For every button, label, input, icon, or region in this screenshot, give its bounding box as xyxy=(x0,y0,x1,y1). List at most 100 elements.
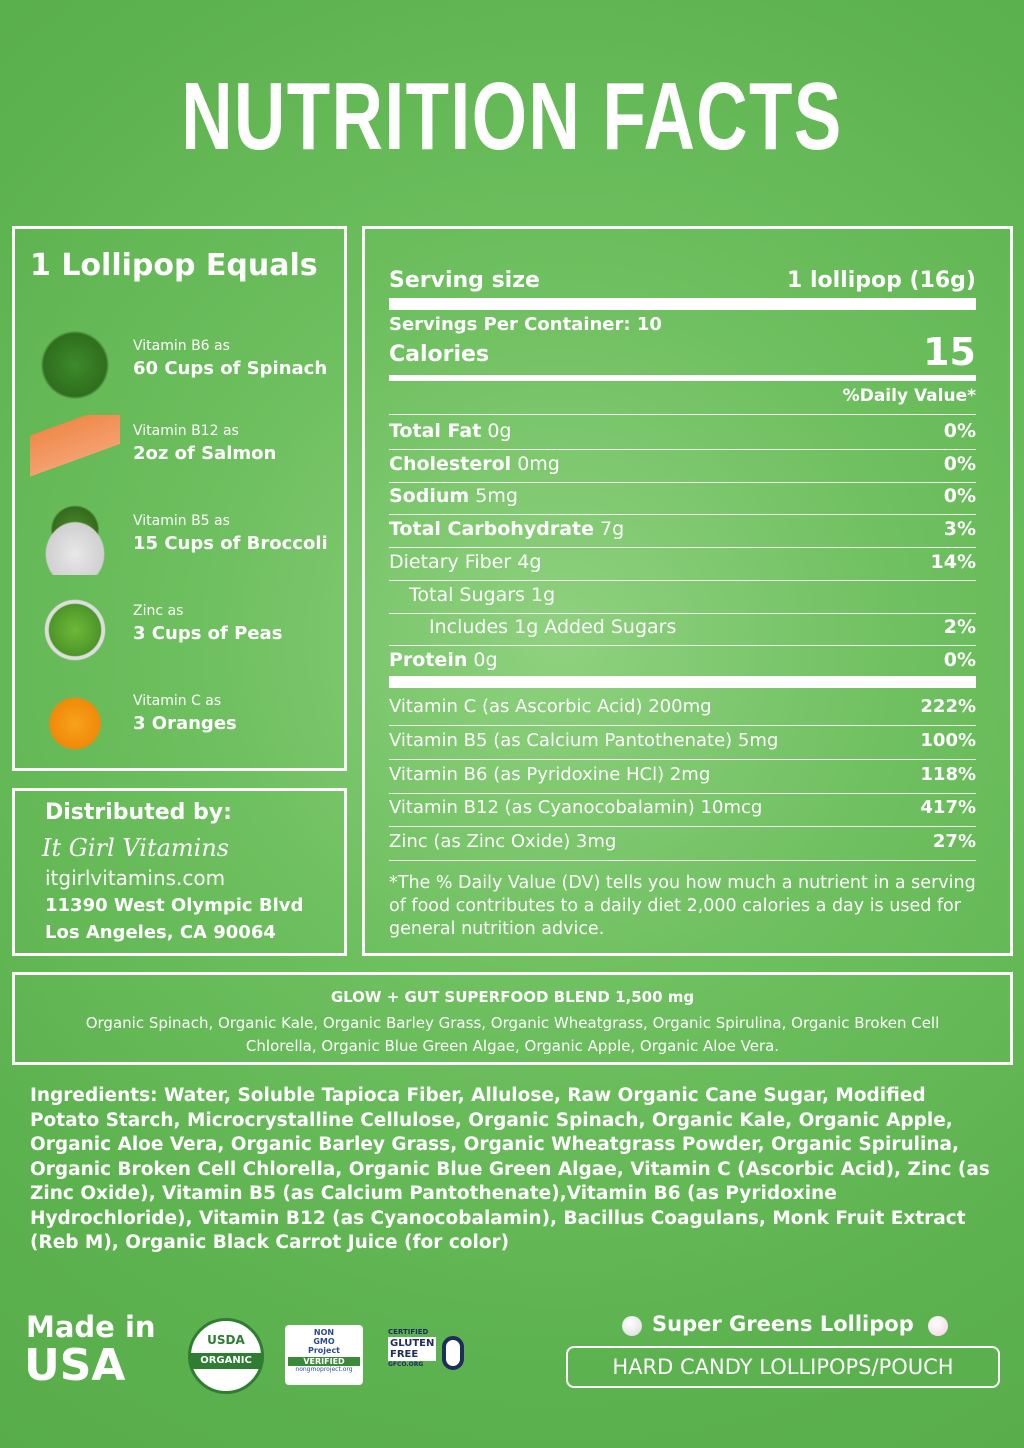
distributor-address: Los Angeles, CA 90064 xyxy=(45,922,276,943)
usda-top: USDA xyxy=(207,1333,245,1347)
rule xyxy=(389,514,976,516)
facts-row: Total Fat 0g 0% xyxy=(389,420,976,442)
rule xyxy=(389,481,976,483)
blend-title: GLOW + GUT SUPERFOOD BLEND 1,500 mg xyxy=(330,988,695,1006)
daily-value: 3% xyxy=(943,518,976,541)
vitamin-name: Vitamin B6 (as Pyridoxine HCl) 2mg xyxy=(389,763,711,785)
serving-size: 1 lollipop (16g) xyxy=(787,268,976,293)
product-name: Super Greens Lollipop xyxy=(652,1312,914,1336)
daily-value: 0% xyxy=(943,452,976,475)
gf-text: GLUTEN xyxy=(390,1338,435,1349)
equals-nutrient: Vitamin C as xyxy=(133,693,222,709)
nutrient-amount: 0g xyxy=(487,420,512,442)
non-gmo-text: Project xyxy=(307,1346,341,1355)
blend-text: Organic Spinach, Organic Kale, Organic B… xyxy=(85,1014,940,1055)
vitamin-name: Vitamin B12 (as Cyanocobalamin) 10mcg xyxy=(389,797,763,819)
rule xyxy=(389,414,976,415)
nutrient-name: Total Sugars xyxy=(409,583,525,606)
nutrient-amount: 7g xyxy=(600,518,625,541)
equals-item: Vitamin B6 as 60 Cups of Spinach xyxy=(30,330,340,400)
product-type: HARD CANDY LOLLIPOPS/POUCH xyxy=(566,1346,1000,1388)
daily-value: 118% xyxy=(920,763,976,785)
calories-row: Calories 15 xyxy=(389,330,976,374)
distributor-label: Distributed by: xyxy=(45,800,232,825)
daily-value: 417% xyxy=(920,797,976,819)
vitamin-name: Vitamin C (as Ascorbic Acid) 200mg xyxy=(389,696,712,717)
made-in: Made in xyxy=(26,1310,156,1344)
usda-bottom: ORGANIC xyxy=(191,1353,261,1369)
lollipop-dot xyxy=(622,1316,642,1336)
daily-value: 27% xyxy=(932,831,976,853)
facts-row: Cholesterol 0mg 0% xyxy=(389,453,976,475)
lollipop-dot xyxy=(928,1316,948,1336)
equals-amount: 60 Cups of Spinach xyxy=(133,358,328,379)
vitamin-name: Vitamin B5 (as Calcium Pantothenate) 5mg xyxy=(389,729,779,751)
distributor-panel xyxy=(12,788,347,956)
nutrient-name: Dietary Fiber xyxy=(389,550,512,573)
facts-row: Protein 0g 0% xyxy=(389,649,976,671)
daily-value: 100% xyxy=(920,729,976,751)
equals-nutrient: Vitamin B5 as xyxy=(133,513,230,529)
equals-nutrient: Vitamin B6 as xyxy=(133,338,230,354)
non-gmo-text: GMO xyxy=(313,1337,335,1346)
nutrient-amount: 0mg xyxy=(517,452,560,475)
rule xyxy=(389,547,976,549)
rule xyxy=(389,758,976,760)
food-icon xyxy=(30,685,120,755)
dv-header: %Daily Value* xyxy=(842,386,976,406)
nutrient-name: Sodium xyxy=(389,485,470,508)
nutrient-amount: 4g xyxy=(517,550,542,573)
facts-panel xyxy=(362,226,1013,956)
rule xyxy=(389,860,976,862)
rule xyxy=(389,826,976,828)
calories-label: Calories xyxy=(389,342,490,367)
vitamin-row: Zinc (as Zinc Oxide) 3mg 27% xyxy=(389,831,976,852)
page-title: NUTRITION FACTS xyxy=(181,63,843,170)
vitamin-row: Vitamin B6 (as Pyridoxine HCl) 2mg 118% xyxy=(389,764,976,785)
nutrient-name: Total Carbohydrate xyxy=(389,518,594,541)
rule xyxy=(389,725,976,726)
footnote: *The % Daily Value (DV) tells you how mu… xyxy=(389,873,976,939)
facts-row: Dietary Fiber 4g 14% xyxy=(389,551,976,573)
nutrient-amount: 5mg xyxy=(475,485,518,508)
equals-item: Vitamin C as 3 Oranges xyxy=(30,685,340,755)
facts-row: Sodium 5mg 0% xyxy=(389,485,976,507)
serving-size-row: Serving size 1 lollipop (16g) xyxy=(389,268,976,293)
daily-value: 222% xyxy=(920,696,976,717)
non-gmo-text: NON xyxy=(313,1328,335,1337)
equals-amount: 2oz of Salmon xyxy=(133,443,277,464)
daily-value: 0% xyxy=(943,485,976,508)
equals-nutrient: Zinc as xyxy=(133,603,184,619)
non-gmo-url: nongmoproject.org xyxy=(295,1366,353,1373)
serving-size-label: Serving size xyxy=(389,268,540,293)
vitamin-row: Vitamin B12 (as Cyanocobalamin) 10mcg 417… xyxy=(389,797,976,818)
servings-per-container: Servings Per Container: 10 xyxy=(389,314,662,335)
daily-value: 0% xyxy=(943,420,976,442)
facts-row: Includes 1g Added Sugars 2% xyxy=(389,616,976,638)
nutrient-name: Protein xyxy=(389,648,468,671)
nutrient-name: Cholesterol xyxy=(389,452,512,475)
nutrient-amount: 1g xyxy=(530,583,556,606)
equals-item: Zinc as 3 Cups of Peas xyxy=(30,595,340,665)
gf-logo xyxy=(442,1336,464,1370)
rule xyxy=(389,449,976,450)
usda-badge: USDA ORGANIC xyxy=(188,1318,264,1394)
equals-panel xyxy=(12,226,347,771)
gf-url: GFCO.ORG xyxy=(388,1361,424,1368)
rule xyxy=(389,579,976,581)
food-icon xyxy=(30,595,120,665)
nutrient-amount: 0g xyxy=(473,648,498,671)
daily-value: 2% xyxy=(943,616,976,639)
equals-amount: 15 Cups of Broccoli xyxy=(133,533,328,554)
food-icon xyxy=(30,330,120,400)
daily-value: 14% xyxy=(930,550,976,573)
distributor-brand: It Girl Vitamins xyxy=(42,834,230,862)
equals-amount: 3 Oranges xyxy=(133,713,237,734)
calories-value: 15 xyxy=(923,330,976,374)
gf-text: FREE xyxy=(390,1349,419,1360)
equals-title: 1 Lollipop Equals xyxy=(30,248,318,283)
thick-rule xyxy=(389,375,976,381)
vitamin-row: Vitamin B5 (as Calcium Pantothenate) 5mg… xyxy=(389,730,976,751)
rule xyxy=(389,612,976,614)
gf-top: CERTIFIED xyxy=(388,1328,429,1336)
